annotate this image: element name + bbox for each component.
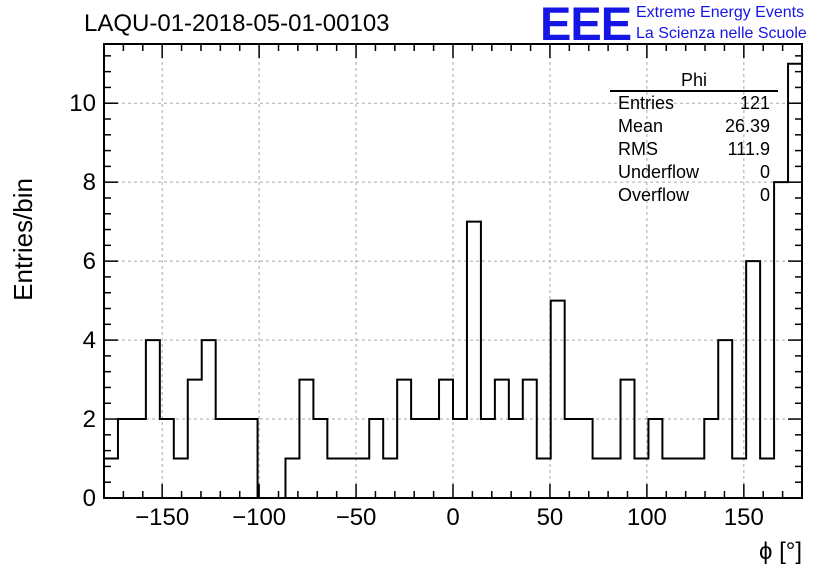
histogram-bin — [453, 419, 467, 498]
x-tick-label: 50 — [537, 504, 564, 531]
logo-line-1: Extreme Energy Events — [636, 4, 805, 21]
x-tick-label: −150 — [135, 504, 189, 531]
stats-box: Phi Entries 121 Mean 26.39 RMS 111.9 Und… — [610, 70, 778, 207]
histogram-bin — [327, 459, 341, 498]
histogram-bin — [579, 419, 593, 498]
stats-row-rms: RMS 111.9 — [610, 138, 778, 161]
stats-key: RMS — [618, 139, 658, 159]
stats-key: Overflow — [618, 185, 690, 205]
histogram-bin — [118, 419, 132, 498]
histogram-layer — [104, 62, 802, 499]
histogram-bin — [104, 459, 118, 498]
y-tick-label: 2 — [83, 406, 96, 433]
histogram-bin — [341, 459, 355, 498]
stats-value: 0 — [759, 185, 770, 205]
stats-title: Phi — [610, 70, 778, 92]
histogram-bin — [746, 261, 760, 498]
x-tick-label: 100 — [627, 504, 667, 531]
histogram-bin — [439, 380, 453, 498]
stats-value: 111.9 — [727, 139, 770, 159]
histogram-bin — [425, 419, 439, 498]
stats-row-underflow: Underflow 0 — [610, 161, 778, 184]
x-tick-label: −50 — [336, 504, 377, 531]
histogram-bin — [299, 380, 313, 498]
histogram-bin — [690, 459, 704, 498]
stats-key: Mean — [618, 116, 664, 136]
histogram-bin — [481, 419, 495, 498]
eee-logo: EEE — [540, 0, 632, 50]
stats-row-mean: Mean 26.39 — [610, 115, 778, 138]
histogram-bin — [788, 64, 802, 498]
histogram-bin — [551, 301, 565, 498]
histogram-bin — [355, 459, 369, 498]
histogram-bin — [369, 419, 383, 498]
histogram-bin — [188, 380, 202, 498]
x-tick-label: 150 — [724, 504, 764, 531]
histogram-bin — [230, 419, 244, 498]
histogram-outline — [104, 62, 802, 499]
histogram-bin — [495, 380, 509, 498]
tick-layer — [104, 44, 802, 498]
logo-line-2: La Scienza nelle Scuole — [636, 25, 807, 42]
histogram-bin — [676, 459, 690, 498]
y-axis-label: Entries/bin — [8, 178, 38, 301]
histogram-bin — [397, 380, 411, 498]
y-tick-label: 0 — [83, 485, 96, 512]
y-tick-label: 10 — [69, 90, 96, 117]
histogram-bin — [174, 459, 188, 498]
y-tick-label: 8 — [83, 169, 96, 196]
stats-key: Underflow — [618, 162, 700, 182]
histogram-bin — [662, 459, 676, 498]
histogram-bin — [216, 419, 230, 498]
x-axis-label: ϕ [°] — [759, 538, 802, 565]
histogram-bin — [565, 419, 579, 498]
histogram-bin — [621, 380, 635, 498]
stats-value: 0 — [759, 162, 770, 182]
histogram-bin — [132, 419, 146, 498]
histogram-bin — [411, 419, 425, 498]
y-tick-label: 6 — [83, 248, 96, 275]
histogram-bin — [244, 419, 258, 498]
histogram-bin — [313, 419, 327, 498]
stats-value: 121 — [739, 93, 770, 113]
stats-row-entries: Entries 121 — [610, 92, 778, 115]
stats-row-overflow: Overflow 0 — [610, 184, 778, 207]
histogram-bin — [537, 459, 551, 498]
histogram-bin — [593, 459, 607, 498]
x-tick-label: −100 — [232, 504, 286, 531]
chart-title: LAQU-01-2018-05-01-00103 — [84, 10, 390, 37]
stats-key: Entries — [618, 93, 675, 113]
tick-label-layer: −150 −100 −50 0 50 100 150 0 2 4 6 8 10 — [69, 90, 764, 531]
histogram-bin — [704, 419, 718, 498]
histogram-bin — [509, 419, 523, 498]
histogram-bin — [648, 419, 662, 498]
x-tick-label: 0 — [446, 504, 459, 531]
histogram-bin — [523, 380, 537, 498]
histogram-bin — [760, 459, 774, 498]
y-tick-label: 4 — [83, 327, 96, 354]
histogram-bin — [467, 222, 481, 498]
stats-value: 26.39 — [724, 116, 770, 136]
